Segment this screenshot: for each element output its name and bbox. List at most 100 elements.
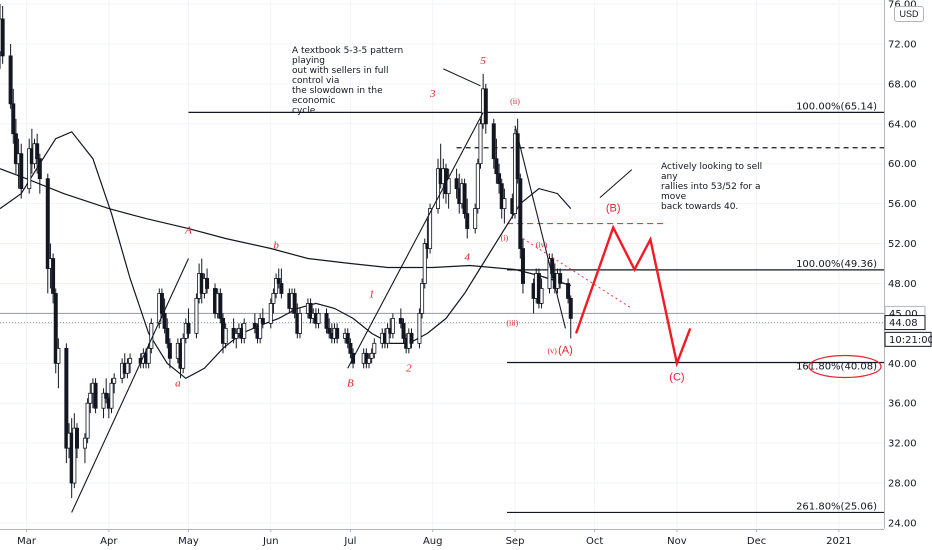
level-label: 261.80%(25.06): [796, 501, 877, 512]
candle-body: [293, 293, 296, 313]
candle-body: [243, 323, 246, 338]
candle-body: [261, 318, 264, 323]
candle-body: [418, 313, 421, 343]
candle-body: [317, 313, 320, 323]
currency-badge[interactable]: USD: [894, 6, 924, 22]
candle-body: [219, 293, 222, 318]
y-tick-label: 40.00: [888, 359, 917, 370]
wave-label: (v): [548, 346, 558, 355]
candle-body: [272, 293, 275, 303]
wave-label: (B): [606, 203, 621, 215]
annotation-line: back towards 40.: [661, 202, 781, 212]
candle-body: [495, 159, 498, 174]
x-tick-label: Apr: [100, 536, 118, 547]
candle-body: [399, 318, 402, 323]
candle-body: [182, 338, 185, 368]
candle-body: [367, 358, 370, 363]
wave-label: 4: [464, 252, 470, 264]
candle-body: [325, 313, 328, 328]
candle-body: [1, 19, 4, 56]
x-tick-label: Aug: [423, 536, 443, 547]
candle-body: [46, 179, 49, 269]
candle-body: [205, 278, 208, 288]
candle-body: [75, 428, 78, 448]
annotation-sell: Actively looking to sell any rallies int…: [661, 162, 781, 212]
candle-body: [126, 363, 129, 373]
y-tick-label: 60.00: [888, 159, 917, 170]
candle-body: [89, 393, 92, 403]
candle-body: [166, 328, 169, 343]
candle-body: [280, 283, 283, 293]
candle-body: [195, 298, 198, 333]
candle-body: [168, 343, 171, 358]
candle-body: [128, 358, 131, 363]
y-tick-label: 36.00: [888, 399, 917, 410]
candle-body: [420, 283, 423, 313]
candle-body: [466, 214, 469, 229]
candle-body: [519, 179, 522, 249]
price-label: 10:21:00: [889, 335, 932, 346]
candle-body: [484, 89, 487, 124]
candle-body: [559, 273, 562, 283]
wave-label: (A): [558, 344, 573, 356]
x-tick-label: 2021: [826, 536, 851, 547]
wave-label: (iv): [536, 241, 548, 250]
candle-body: [479, 124, 482, 164]
candle-body: [94, 383, 97, 408]
candle-body: [20, 154, 23, 189]
wave-label: a: [175, 377, 181, 389]
x-tick-label: Mar: [17, 536, 37, 547]
candle-body: [224, 328, 227, 343]
y-tick-label: 68.00: [888, 79, 917, 90]
candle-body: [187, 323, 190, 333]
wave-label: B: [347, 377, 354, 389]
candle-body: [83, 438, 86, 448]
annotation-line: out with sellers in full control via: [292, 66, 422, 86]
level-label: 100.00%(49.36): [796, 259, 877, 270]
wave-label: 2: [406, 362, 412, 374]
candle-body: [12, 104, 15, 134]
annotation-line: A textbook 5-3-5 pattern playing: [292, 46, 422, 66]
candle-body: [38, 159, 41, 179]
annotation-line: the slowdown in the economic: [292, 86, 422, 106]
candle-body: [463, 184, 466, 214]
annotation-line: cycle.: [292, 106, 422, 116]
candle-body: [346, 333, 349, 343]
x-tick-label: Dec: [747, 536, 766, 547]
level-label: 161.80%(40.08): [796, 362, 877, 373]
wave-label: (C): [669, 371, 684, 383]
wave-label: (ii): [510, 97, 520, 106]
candle-body: [9, 56, 12, 104]
candle-body: [36, 144, 39, 159]
wave-label: 5: [480, 55, 486, 67]
candle-body: [86, 403, 89, 438]
y-tick-label: 48.00: [888, 279, 917, 290]
candle-body: [370, 353, 373, 358]
y-tick-label: 64.00: [888, 119, 917, 130]
candle-body: [113, 378, 116, 383]
x-tick-label: Jun: [262, 536, 279, 547]
candle-body: [455, 179, 458, 189]
candle-body: [110, 383, 113, 408]
candle-body: [105, 393, 108, 398]
y-tick-label: 32.00: [888, 439, 917, 450]
candle-body: [147, 348, 150, 363]
candle-body: [269, 303, 272, 323]
candle-body: [474, 209, 477, 229]
candle-body: [328, 328, 331, 333]
x-tick-label: Sep: [506, 536, 525, 547]
wave-label: b: [273, 240, 279, 252]
candle-body: [566, 283, 569, 298]
level-label: 100.00%(65.14): [796, 101, 877, 112]
candle-body: [235, 333, 238, 338]
candle-body: [253, 323, 256, 328]
candle-body: [51, 259, 54, 294]
candle-body: [497, 174, 500, 184]
candle-body: [391, 318, 394, 333]
x-tick-label: Oct: [586, 536, 603, 547]
y-tick-label: 72.00: [888, 39, 917, 50]
candle-body: [410, 333, 413, 343]
y-tick-label: 56.00: [888, 199, 917, 210]
x-tick-label: May: [178, 536, 199, 547]
